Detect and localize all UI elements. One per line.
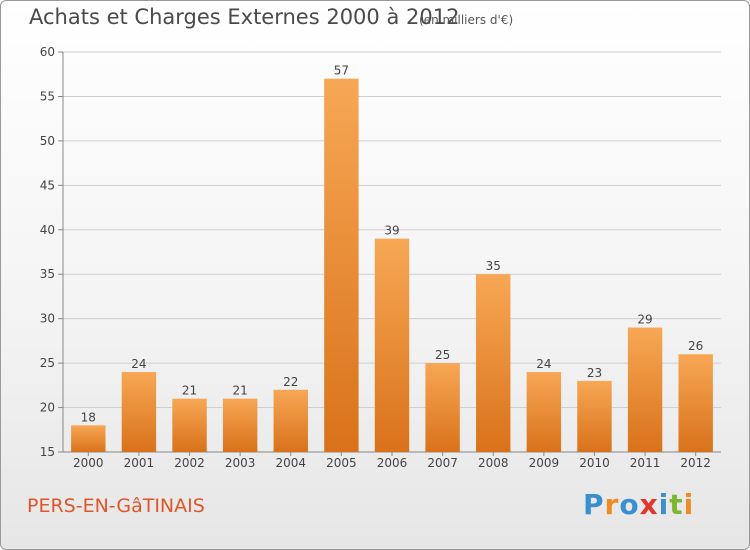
y-tick-label: 30 <box>40 312 55 326</box>
city-name: PERS-EN-GâTINAIS <box>27 495 205 517</box>
y-tick-label: 35 <box>40 267 55 281</box>
data-label: 39 <box>384 224 399 238</box>
data-label: 25 <box>435 348 450 362</box>
data-label: 24 <box>131 357 146 371</box>
bar <box>627 327 663 452</box>
y-tick-label: 45 <box>40 178 55 192</box>
x-tick-label: 2004 <box>275 456 306 470</box>
data-label: 29 <box>637 313 652 327</box>
chart-subtitle: (en milliers d'€) <box>419 13 514 27</box>
bar <box>222 398 258 452</box>
data-label: 18 <box>81 410 96 424</box>
bar <box>476 274 511 452</box>
data-label: 23 <box>587 366 602 380</box>
x-tick-label: 2002 <box>174 456 205 470</box>
logo-letter: o <box>619 488 640 521</box>
x-tick-label: 2009 <box>529 456 560 470</box>
x-tick-label: 2000 <box>73 456 104 470</box>
data-label: 26 <box>688 339 703 353</box>
data-label: 57 <box>334 64 349 78</box>
x-tick-label: 2011 <box>630 456 661 470</box>
x-tick-label: 2001 <box>124 456 155 470</box>
data-label: 35 <box>486 259 501 273</box>
y-tick-label: 25 <box>40 356 55 370</box>
x-tick-label: 2010 <box>579 456 610 470</box>
logo-letter: t <box>669 488 684 521</box>
logo-letter: r <box>604 488 620 521</box>
bars <box>71 78 713 453</box>
bar <box>678 354 713 452</box>
bar <box>121 372 157 452</box>
y-tick-label: 50 <box>40 134 55 148</box>
data-label: 24 <box>536 357 551 371</box>
bar <box>374 238 410 452</box>
y-tick-label: 15 <box>40 445 55 459</box>
x-tick-label: 2005 <box>326 456 357 470</box>
bar <box>172 398 207 452</box>
x-tick-label: 2012 <box>680 456 711 470</box>
y-tick-label: 20 <box>40 401 55 415</box>
data-label: 21 <box>182 384 197 398</box>
data-label: 22 <box>283 375 298 389</box>
y-tick-label: 60 <box>40 45 55 59</box>
x-tick-label: 2008 <box>478 456 509 470</box>
logo-letter: P <box>583 488 605 521</box>
data-label: 21 <box>233 384 248 398</box>
bar <box>71 425 106 452</box>
logo-letter: x <box>639 488 659 521</box>
bar <box>324 78 359 453</box>
y-tick-label: 40 <box>40 223 55 237</box>
chart-title: Achats et Charges Externes 2000 à 2012 <box>29 5 460 29</box>
logo-letter: i <box>658 488 670 521</box>
bar <box>425 363 460 452</box>
x-tick-label: 2006 <box>377 456 408 470</box>
x-tick-label: 2003 <box>225 456 256 470</box>
bar <box>526 372 562 452</box>
proxiti-logo: Proxiti <box>583 488 694 521</box>
bar <box>577 380 612 452</box>
logo-letter: i <box>683 488 695 521</box>
x-tick-label: 2007 <box>427 456 458 470</box>
y-tick-label: 55 <box>40 89 55 103</box>
labels: 15 20 25 30 35 40 45 50 55 60 18 2000 24 2001 21 2002 21… <box>40 45 711 470</box>
bar <box>273 389 308 452</box>
